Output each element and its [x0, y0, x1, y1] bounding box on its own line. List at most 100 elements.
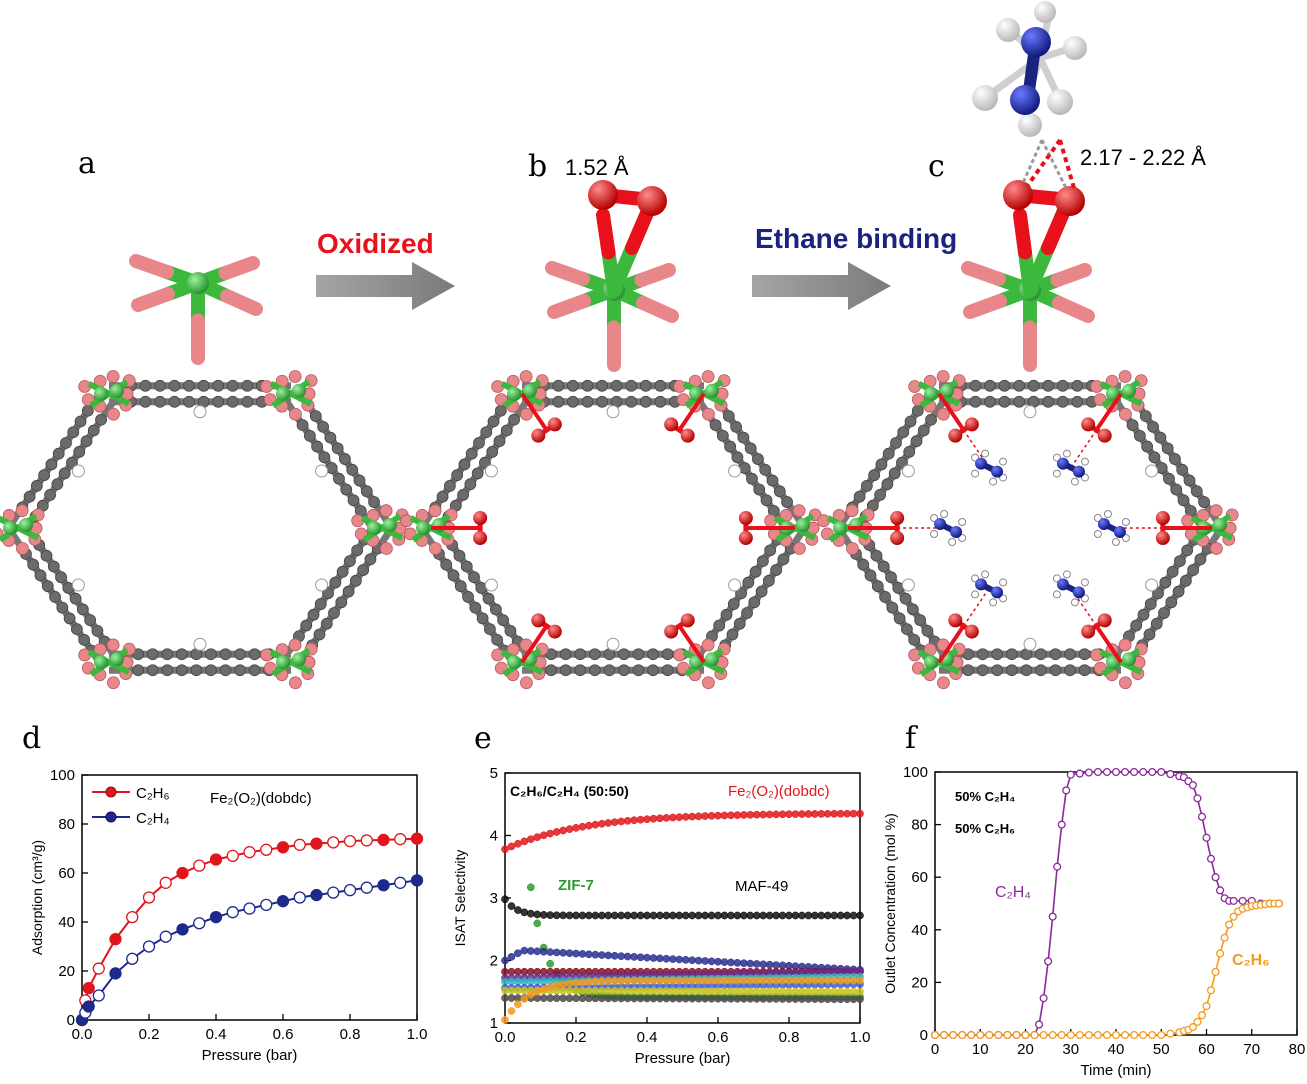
carbon-atom	[333, 472, 345, 485]
carbon-atom	[1013, 395, 1025, 408]
oxygen-atom	[16, 542, 29, 555]
data-point	[520, 946, 529, 955]
y-tick-label: 100	[903, 764, 928, 781]
carbon-atom	[314, 598, 327, 610]
data-point	[1057, 820, 1066, 829]
data-point	[752, 987, 761, 996]
data-point	[1048, 912, 1057, 921]
carbon-atom	[713, 619, 726, 632]
y-tick-label: 1	[490, 1015, 498, 1032]
data-point	[675, 994, 684, 1003]
carbon-atom	[762, 574, 775, 587]
hydrogen-atom	[1062, 449, 1071, 458]
data-point	[597, 977, 606, 986]
data-point	[1057, 1030, 1066, 1040]
hydrogen-atom	[315, 464, 329, 478]
chart-f-annotation-2: 50% C₂H₆	[955, 821, 1015, 836]
oxygen-atom	[107, 407, 120, 421]
data-point	[623, 911, 632, 920]
o2-bond	[1094, 624, 1123, 664]
oxygen-atom	[1118, 638, 1132, 652]
framework-structures	[0, 370, 1239, 690]
data-point	[1166, 770, 1175, 779]
data-point	[410, 874, 424, 887]
data-point	[559, 948, 567, 957]
hydrogen-atom	[1023, 637, 1037, 651]
data-point	[733, 994, 742, 1003]
data-point	[746, 987, 755, 996]
data-point	[656, 994, 664, 1003]
data-point	[585, 950, 593, 959]
carbon-atom	[639, 379, 652, 392]
carbon-atom	[950, 526, 963, 538]
data-point	[733, 811, 742, 819]
data-point	[785, 810, 793, 819]
oxygen-atom	[1119, 676, 1132, 690]
data-point	[293, 891, 306, 904]
x-tick-label: 30	[1062, 1041, 1079, 1058]
data-point	[526, 990, 535, 999]
data-point	[126, 910, 139, 924]
carbon-atom	[969, 395, 982, 408]
carbon-atom	[574, 664, 587, 677]
data-point	[1216, 949, 1225, 958]
hydrogen-atom	[193, 405, 207, 419]
data-point	[293, 838, 306, 851]
data-point	[681, 994, 690, 1003]
data-point	[617, 977, 626, 985]
data-point	[694, 911, 703, 920]
x-tick-label: 20	[1017, 1041, 1034, 1058]
bond	[636, 296, 679, 323]
hydrogen-atom	[971, 590, 980, 599]
data-point	[662, 976, 671, 985]
data-point	[1206, 854, 1216, 863]
data-point	[791, 976, 800, 985]
data-point	[843, 995, 851, 1004]
bond	[1052, 296, 1095, 323]
data-point	[514, 839, 522, 848]
carbon-atom	[212, 379, 225, 392]
data-point	[656, 954, 664, 963]
carbon-atom	[1137, 608, 1150, 621]
carbon-atom	[1141, 440, 1154, 453]
carbon-atom	[56, 601, 69, 614]
data-point	[630, 994, 638, 1003]
hydrogen-atom	[1093, 514, 1102, 522]
data-point	[688, 812, 697, 821]
carbon-atom	[545, 664, 558, 677]
y-axis-label: Adsorption (cm³/g)	[29, 840, 45, 955]
carbon-atom	[1056, 457, 1069, 470]
carbon-atom	[154, 379, 166, 392]
carbon-atom	[462, 591, 474, 603]
data-point	[798, 810, 806, 818]
oxygen-atom	[846, 542, 859, 555]
metal-atom	[1122, 652, 1136, 667]
data-point	[565, 994, 574, 1003]
framework-b	[400, 370, 822, 690]
data-point	[856, 987, 864, 996]
carbon-atom	[1035, 664, 1047, 677]
data-point	[82, 1000, 95, 1013]
carbon-atom	[447, 569, 460, 582]
carbon-atom	[443, 480, 456, 492]
data-point	[539, 831, 548, 840]
data-point	[1111, 1030, 1121, 1040]
oxygen-atom	[948, 613, 963, 628]
data-point	[694, 994, 703, 1003]
data-point	[1093, 767, 1102, 777]
metal-atom	[507, 386, 521, 401]
data-point	[681, 813, 690, 821]
data-point	[591, 986, 600, 995]
carbon-atom	[588, 648, 601, 661]
data-point	[785, 987, 793, 996]
oxygen-atom	[106, 370, 120, 383]
hydrogen-atom	[1052, 590, 1061, 599]
chart-d: 0.0 0.2 0.4 0.6 0.8 1.0 0 20 40 60 80 100 Pressure (…	[29, 767, 427, 1064]
carbon-atom	[360, 485, 373, 498]
carbon-atom	[453, 549, 466, 562]
carbon-atom	[40, 549, 53, 562]
data-point	[539, 911, 548, 919]
data-point	[759, 960, 768, 969]
y-tick-label: 2	[490, 953, 498, 970]
carbon-atom	[205, 648, 217, 661]
